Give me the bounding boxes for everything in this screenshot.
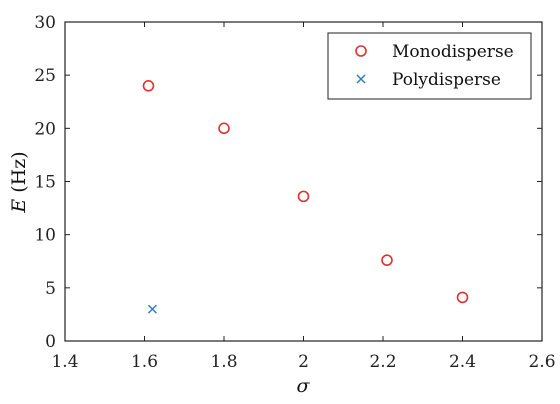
legend-label-polydisperse: Polydisperse	[392, 70, 501, 90]
x-tick-label: 2.2	[369, 352, 396, 372]
x-tick-label: 1.8	[210, 352, 237, 372]
y-axis-unit: (Hz)	[8, 151, 30, 192]
legend-box	[327, 32, 532, 100]
y-tick-label: 30	[34, 13, 56, 33]
x-axis: 1.4 1.6 1.8 2 2.2 2.4 2.6	[51, 22, 556, 372]
y-axis-label: E (Hz)	[8, 151, 30, 213]
x-axis-label: σ	[297, 375, 311, 397]
legend-marker-polydisperse	[356, 74, 366, 84]
legend-marker-monodisperse	[355, 45, 367, 57]
y-tick-label: 10	[34, 226, 56, 246]
x-tick-label: 1.6	[131, 352, 158, 372]
data-points	[142, 80, 469, 314]
x-tick-label: 1.4	[51, 352, 78, 372]
y-tick-label: 20	[34, 119, 56, 139]
x-tick-label: 2.6	[528, 352, 555, 372]
legend-label-monodisperse: Monodisperse	[392, 42, 514, 62]
x-tick-label: 2.4	[449, 352, 476, 372]
point-polydisperse	[147, 304, 157, 314]
y-tick-label: 5	[45, 279, 56, 299]
y-axis-variable: E	[8, 199, 30, 214]
point-monodisperse	[381, 254, 393, 266]
y-axis: 0 5 10 15 20 25 30	[34, 13, 542, 352]
y-tick-label: 15	[34, 173, 56, 193]
y-tick-label: 25	[34, 66, 56, 86]
point-monodisperse	[456, 291, 469, 304]
point-monodisperse	[297, 190, 310, 203]
x-tick-label: 2	[298, 352, 309, 372]
y-tick-label: 0	[45, 332, 56, 352]
legend: Monodisperse Polydisperse	[327, 32, 532, 100]
point-monodisperse	[142, 80, 155, 92]
point-monodisperse	[218, 122, 230, 135]
